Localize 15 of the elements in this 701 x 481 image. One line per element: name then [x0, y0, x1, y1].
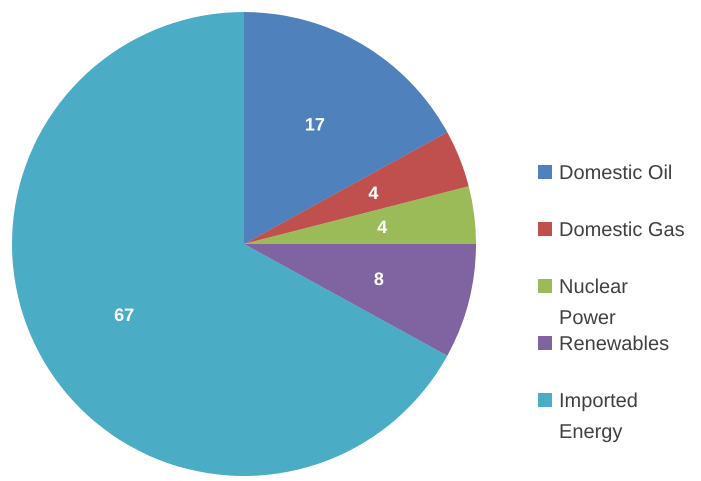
data-label: 17 [304, 114, 325, 134]
pie-slice [244, 186, 476, 244]
legend-label: Domestic Gas [559, 219, 685, 241]
pie-slice [244, 132, 469, 244]
data-label: 8 [374, 268, 384, 289]
legend-label: Renewables [559, 333, 670, 355]
legend-label: Nuclear Power [559, 276, 628, 329]
data-label: 4 [377, 216, 388, 237]
pie-slice [12, 12, 448, 476]
legend-label: Imported Energy [559, 390, 638, 443]
pie-slice [244, 244, 476, 356]
data-label: 4 [368, 183, 378, 204]
data-label: 67 [114, 305, 134, 326]
pie-slice [244, 12, 448, 244]
legend-label: Domestic Oil [559, 162, 672, 184]
